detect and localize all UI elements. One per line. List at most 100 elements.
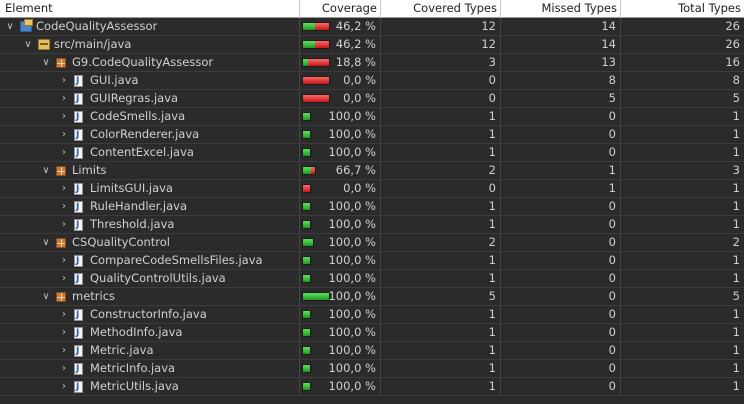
covered-types-value: 1 [381,378,501,395]
column-header-total-types[interactable]: Total Types [678,1,741,15]
table-row[interactable]: ∨ Limits 66,7 % 2 1 3 [0,162,744,180]
covered-types-value: 12 [381,18,501,35]
missed-types-value: 1 [501,180,621,197]
expand-chevron-right-icon[interactable]: › [62,345,66,356]
missed-types-value: 0 [501,108,621,125]
element-cell: › CodeSmells.java [0,108,300,125]
package-icon [56,58,66,68]
expand-chevron-right-icon[interactable]: › [62,129,66,140]
coverage-percent: 0,0 % [343,181,376,195]
coverage-cell: 100,0 % [300,108,381,125]
element-cell: ∨ Limits [0,162,300,179]
expand-chevron-right-icon[interactable]: › [62,363,66,374]
coverage-percent: 100,0 % [328,361,376,375]
covered-segment [303,113,310,120]
element-name: QualityControlUtils.java [90,271,226,285]
expand-chevron-right-icon[interactable]: › [62,381,66,392]
coverage-bar [302,382,311,391]
expand-chevron-right-icon[interactable]: › [62,255,66,266]
expand-chevron-down-icon[interactable]: ∨ [42,291,50,302]
covered-types-value: 1 [381,144,501,161]
column-header-covered-types[interactable]: Covered Types [381,0,501,18]
element-cell: › LimitsGUI.java [0,180,300,197]
expand-chevron-down-icon[interactable]: ∨ [42,165,50,176]
element-cell: › ColorRenderer.java [0,126,300,143]
missed-types-value: 0 [501,306,621,323]
covered-segment [303,23,315,30]
missed-types-value: 0 [501,126,621,143]
table-row[interactable]: ∨ metrics 100,0 % 5 0 5 [0,288,744,306]
missed-segment [311,167,315,174]
coverage-cell: 100,0 % [300,360,381,377]
expand-chevron-right-icon[interactable]: › [62,219,66,230]
coverage-cell: 18,8 % [300,54,381,71]
coverage-percent: 46,2 % [335,37,376,51]
java-file-icon [74,307,83,323]
element-name: ConstructorInfo.java [90,307,207,321]
covered-segment [303,293,329,300]
coverage-bar [302,76,330,85]
coverage-bar [302,274,311,283]
covered-types-value: 3 [381,54,501,71]
element-cell: ∨ src/main/java [0,36,300,53]
coverage-bar [302,202,311,211]
element-name: GUI.java [90,73,139,87]
table-row[interactable]: ∨ CodeQualityAssessor 46,2 % 12 14 26 [0,18,744,36]
covered-types-value: 0 [381,180,501,197]
expand-chevron-right-icon[interactable]: › [62,93,66,104]
table-row[interactable]: ∨ src/main/java 46,2 % 12 14 26 [0,36,744,54]
covered-types-value: 1 [381,126,501,143]
element-cell: › MetricUtils.java [0,378,300,395]
java-file-icon [74,217,83,233]
coverage-percent: 100,0 % [328,199,376,213]
expand-chevron-right-icon[interactable]: › [62,183,66,194]
expand-chevron-down-icon[interactable]: ∨ [42,237,50,248]
package-icon [56,238,66,248]
missed-types-value: 0 [501,378,621,395]
expand-chevron-down-icon[interactable]: ∨ [24,39,32,50]
expand-chevron-down-icon[interactable]: ∨ [6,21,14,32]
column-header-coverage[interactable]: Coverage [300,0,381,18]
element-cell: ∨ G9.CodeQualityAssessor [0,54,300,71]
expand-chevron-down-icon[interactable]: ∨ [42,57,50,68]
column-header-element[interactable]: Element [0,0,300,18]
coverage-bar [302,310,311,319]
coverage-cell: 100,0 % [300,144,381,161]
element-name: Metric.java [90,343,154,357]
java-file-icon [74,379,83,395]
missed-segment [307,59,329,66]
expand-chevron-right-icon[interactable]: › [62,327,66,338]
covered-types-value: 1 [381,216,501,233]
expand-chevron-right-icon[interactable]: › [62,201,66,212]
table-row[interactable]: ∨ G9.CodeQualityAssessor 18,8 % 3 13 16 [0,54,744,72]
java-file-icon [74,199,83,215]
covered-segment [303,347,310,354]
covered-segment [303,59,308,66]
expand-chevron-right-icon[interactable]: › [62,75,66,86]
table-row[interactable]: ∨ CSQualityControl 100,0 % 2 0 2 [0,234,744,252]
coverage-cell: 100,0 % [300,324,381,341]
covered-types-value: 2 [381,162,501,179]
expand-chevron-right-icon[interactable]: › [62,309,66,320]
expand-chevron-right-icon[interactable]: › [62,147,66,158]
expand-chevron-right-icon[interactable]: › [62,111,66,122]
column-header-missed-types[interactable]: Missed Types [501,0,621,18]
expand-chevron-right-icon[interactable]: › [62,273,66,284]
element-name: ColorRenderer.java [90,127,200,141]
covered-segment [303,257,310,264]
